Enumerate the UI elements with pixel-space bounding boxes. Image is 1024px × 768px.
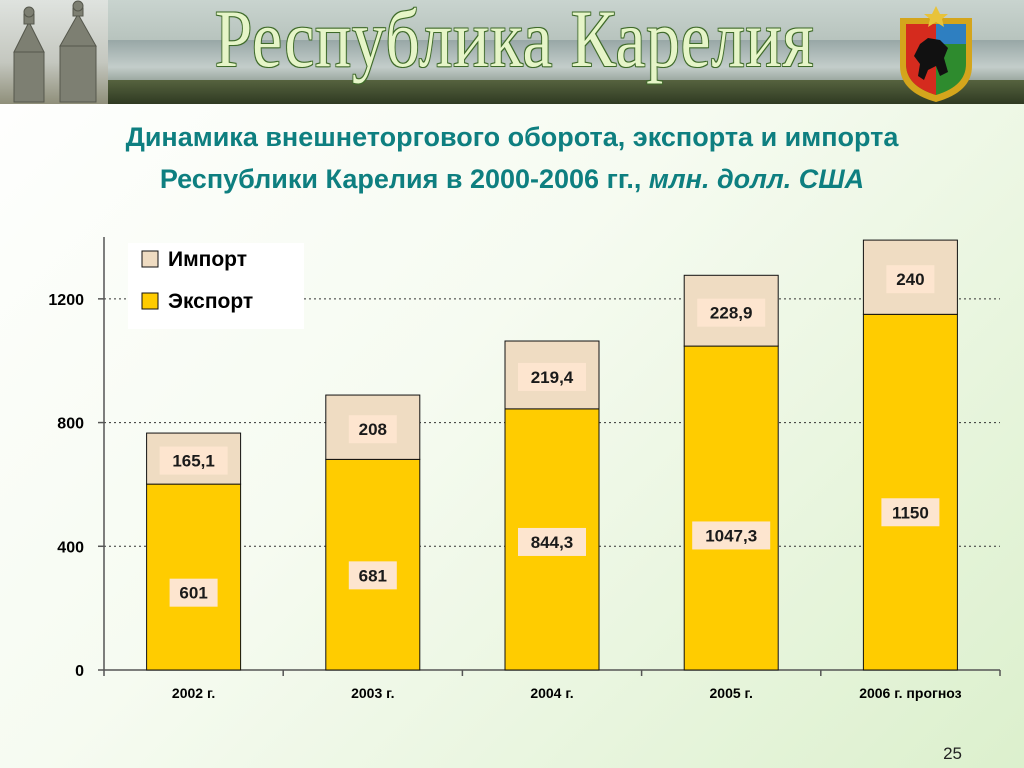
import-value-label-box	[697, 298, 766, 327]
import-value-label: 240	[896, 270, 924, 289]
export-value-label: 1150	[892, 503, 929, 522]
import-value-label-box	[348, 415, 397, 444]
page-number: 25	[943, 744, 962, 763]
y-tick-label: 0	[75, 663, 84, 680]
import-value-label-box	[886, 265, 935, 294]
x-tick-label: 2006 г. прогноз	[859, 685, 961, 701]
legend-label: Экспорт	[168, 290, 253, 313]
church-image	[0, 0, 108, 104]
y-tick-label: 800	[57, 416, 84, 433]
banner-shore-image	[0, 80, 1024, 104]
export-bar	[683, 345, 779, 671]
stacked-bar-chart: 0 400 800 1200 601 165,1 2002 г. 681 208 2003 г. 8…	[48, 237, 1001, 701]
banner-lake-image	[100, 40, 1024, 85]
y-tick-label: 400	[57, 539, 84, 556]
import-value-label: 228,9	[710, 304, 753, 323]
x-tick-label: 2003 г.	[351, 685, 394, 701]
export-value-label: 601	[179, 584, 207, 603]
import-value-label: 208	[359, 420, 387, 439]
legend-label: Импорт	[168, 248, 247, 271]
y-tick-label: 1200	[48, 292, 84, 309]
export-bar	[146, 483, 242, 671]
x-tick-label: 2004 г.	[530, 685, 573, 701]
export-value-label: 1047,3	[705, 526, 757, 545]
heading-line-2-text: Республики Карелия в 2000-2006 гг.,	[159, 164, 642, 194]
export-value-label-box	[169, 578, 218, 607]
export-value-label-box	[692, 521, 771, 550]
export-value-label: 681	[359, 566, 387, 585]
export-value-label-box	[518, 527, 586, 556]
export-bar	[862, 313, 958, 671]
import-value-label: 165,1	[172, 452, 215, 471]
export-value-label: 844,3	[531, 533, 574, 552]
banner: Республика Карелия	[0, 0, 1024, 104]
export-value-label-box	[881, 498, 940, 527]
legend-swatch	[141, 292, 159, 310]
x-tick-label: 2002 г.	[172, 685, 215, 701]
banner-title: Республика Карелия	[214, 0, 815, 84]
import-value-label: 219,4	[531, 368, 574, 387]
heading-line-2: Республики Карелия в 2000-2006 гг., млн.…	[0, 158, 1024, 200]
coat-of-arms-icon	[888, 4, 984, 104]
import-value-label-box	[159, 446, 228, 475]
import-value-label-box	[518, 362, 586, 391]
x-tick-label: 2005 г.	[710, 685, 753, 701]
export-value-label-box	[348, 561, 397, 590]
heading-unit: млн. долл. США	[648, 164, 865, 194]
legend-swatch	[141, 250, 159, 268]
heading-line-1: Динамика внешнеторгового оборота, экспор…	[125, 122, 899, 152]
chart-heading: Динамика внешнеторгового оборота, экспор…	[0, 116, 1024, 200]
